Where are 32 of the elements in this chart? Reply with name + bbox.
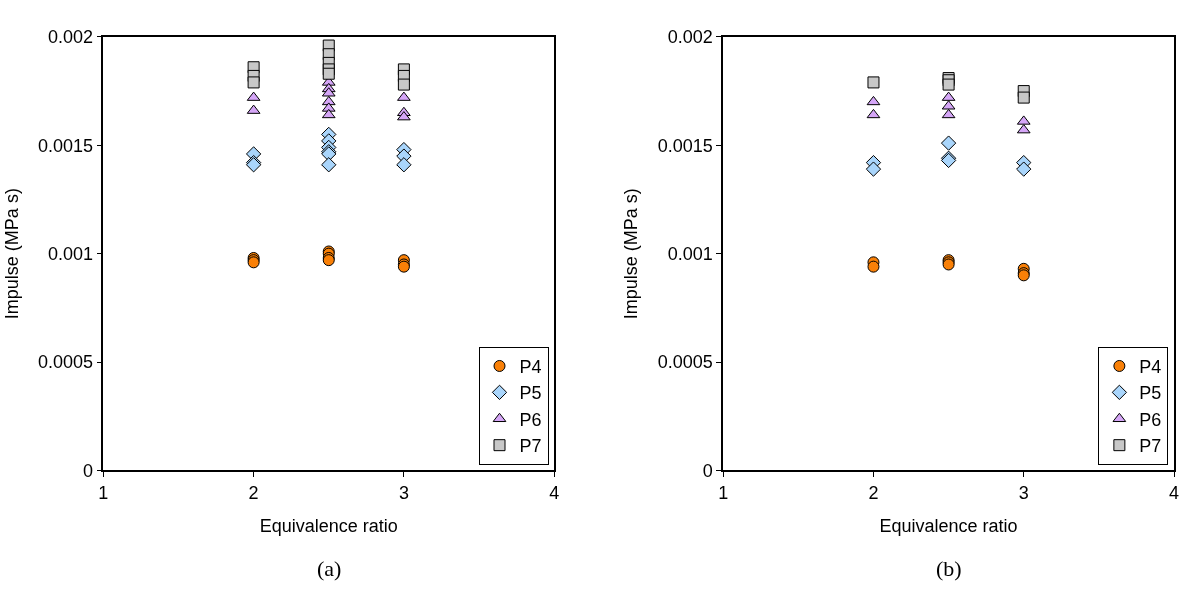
y-axis-title: Impulse (MPa s) — [1, 188, 22, 320]
legend-label: P7 — [1139, 436, 1162, 457]
y-tick-label: 0 — [702, 460, 713, 481]
text: (b) — [936, 556, 962, 581]
y-tick-label: 0 — [82, 460, 93, 481]
x-tick-label: 4 — [1168, 482, 1180, 503]
y-tick-label: 0.0005 — [37, 352, 93, 373]
x-tick-label: 3 — [398, 482, 409, 503]
y-tick-label: 0.0015 — [657, 135, 713, 156]
x-tick-label: 4 — [549, 482, 560, 503]
x-tick-label: 1 — [98, 482, 109, 503]
x-axis-title: Equivalence ratio — [259, 516, 398, 537]
y-tick-label: 0.0015 — [37, 135, 93, 156]
text: (a) — [317, 556, 342, 581]
y-tick-label: 0.0005 — [657, 352, 713, 373]
y-axis-title: Impulse (MPa s) — [621, 188, 642, 320]
legend-label: P4 — [1139, 356, 1162, 377]
legend-label: P7 — [519, 436, 542, 457]
x-tick-label: 2 — [868, 482, 879, 503]
x-tick-label: 1 — [718, 482, 729, 503]
y-tick-label: 0.002 — [667, 27, 713, 48]
y-tick-label: 0.001 — [667, 243, 713, 264]
legend-label: P6 — [1139, 409, 1162, 430]
y-tick-label: 0.002 — [47, 27, 93, 48]
x-tick-label: 3 — [1018, 482, 1029, 503]
y-tick-label: 0.001 — [47, 243, 93, 264]
legend-label: P4 — [519, 356, 542, 377]
legend-label: P5 — [1139, 383, 1162, 404]
x-axis-title: Equivalence ratio — [879, 516, 1018, 537]
legend-label: P5 — [519, 383, 542, 404]
x-tick-label: 2 — [248, 482, 259, 503]
legend-label: P6 — [519, 409, 542, 430]
